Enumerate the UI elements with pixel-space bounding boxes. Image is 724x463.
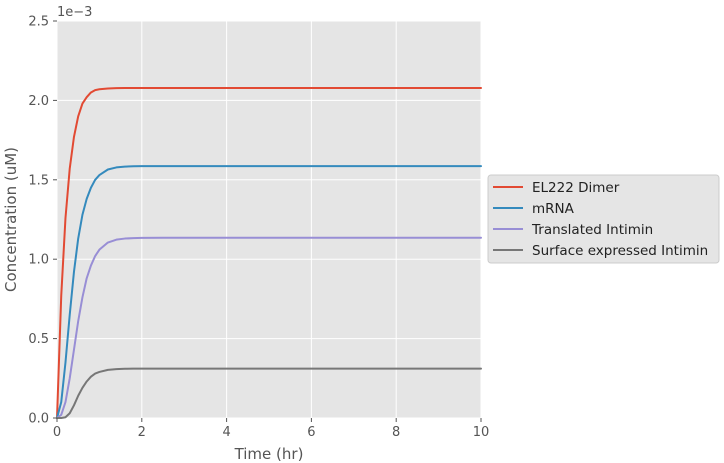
legend-label: mRNA [532, 201, 575, 217]
x-tick-label: 10 [473, 425, 490, 440]
y-tick-label: 2.5 [28, 15, 49, 30]
axis-ticks: 0 2 4 6 8 10 0.0 0.5 1.0 1.5 2.0 2.5 [28, 15, 489, 441]
y-axis-label: Concentration (uM) [2, 147, 20, 292]
series-lines [56, 87, 482, 419]
series-line-3 [56, 236, 482, 419]
y-tick-label: 1.0 [28, 253, 49, 268]
legend-box [487, 174, 720, 264]
legend: EL222 Dimer mRNA Translated Intimin Surface… [487, 174, 720, 264]
x-tick-label: 2 [138, 425, 146, 440]
legend-label: Surface expressed Intimin [532, 243, 708, 259]
legend-label: EL222 Dimer [532, 180, 620, 196]
x-tick-label: 6 [307, 425, 315, 440]
x-axis-label: Time (hr) [234, 445, 304, 463]
series-line-4 [56, 367, 482, 419]
y-axis-offset-text: 1e−3 [57, 5, 92, 20]
plot-background [57, 21, 481, 418]
y-tick-label: 1.5 [28, 173, 49, 188]
series-line-2 [56, 165, 482, 419]
x-tick-label: 0 [53, 425, 61, 440]
x-tick-label: 4 [222, 425, 230, 440]
series-line-1 [56, 87, 482, 419]
x-tick-label: 8 [392, 425, 400, 440]
legend-label: Translated Intimin [531, 222, 653, 238]
y-tick-label: 0.5 [28, 332, 49, 347]
y-tick-label: 2.0 [28, 94, 49, 109]
y-tick-label: 0.0 [28, 412, 49, 427]
